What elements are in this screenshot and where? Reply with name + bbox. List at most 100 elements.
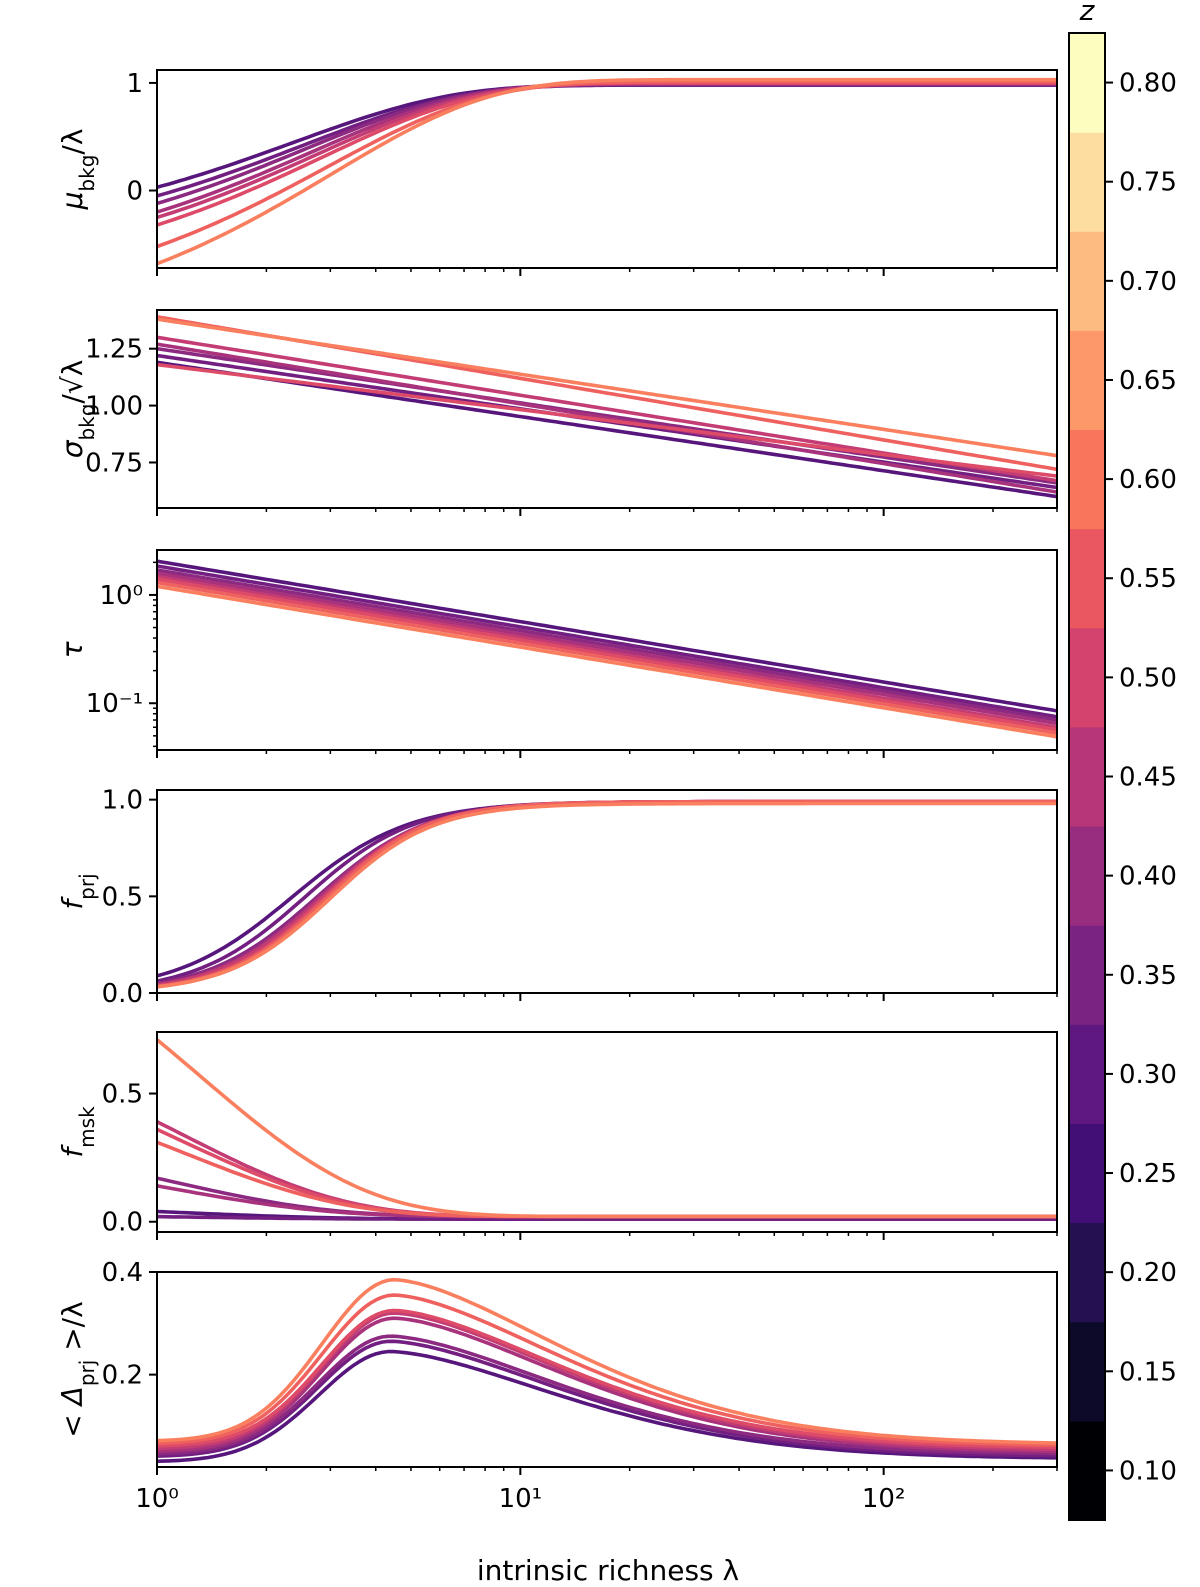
colorbar-tick-label: 0.60 [1119, 465, 1177, 495]
y-axis-label-delta_prj: < Δprj >/λ [56, 1301, 99, 1437]
series-line-z-0.525 [157, 577, 1057, 732]
series-group [157, 77, 1057, 266]
series-line-z-0.475 [157, 1120, 1057, 1219]
series-line-z-0.325 [157, 799, 1057, 983]
series-line-z-0.575 [157, 580, 1057, 735]
series-line-z-0.375 [157, 799, 1057, 986]
panel-frame [156, 69, 1058, 269]
series-line-z-0.475 [157, 799, 1057, 987]
label-main: μ [56, 192, 89, 211]
label-main: σ [56, 439, 89, 458]
series-line-z-0.325 [157, 564, 1057, 719]
series-line-z-0.625 [157, 1277, 1057, 1445]
colorbar-segment [1069, 925, 1105, 1025]
y-axis-label-sigma_bkg: σbkg/√λ [56, 360, 99, 459]
colorbar-segment [1069, 726, 1105, 827]
y-axis-label-mu_bkg: μbkg/λ [56, 129, 99, 211]
colorbar-segment [1069, 1420, 1105, 1521]
y-tick-label: 1.0 [102, 786, 143, 816]
series-line-z-0.525 [157, 799, 1057, 988]
panel-frame [156, 549, 1058, 751]
series-line-z-0.325 [157, 1214, 1057, 1221]
colorbar-segment [1069, 429, 1105, 530]
label-sub: msk [75, 1106, 99, 1148]
label-main: τ [56, 641, 89, 658]
colorbar-tick-label: 0.65 [1119, 366, 1177, 396]
series-line-z-0.625 [157, 77, 1057, 266]
series-group [157, 559, 1057, 739]
colorbar-segment [1069, 826, 1105, 926]
series-line-z-0.425 [157, 799, 1057, 987]
label-sub: prj [75, 873, 99, 899]
label-sub: bkg [75, 404, 99, 441]
panel-frame [156, 309, 1058, 509]
colorbar-segment [1069, 1024, 1105, 1124]
colorbar-tick-label: 0.10 [1119, 1456, 1177, 1486]
series-line-z-0.575 [157, 1293, 1057, 1447]
y-axis-label-f_msk: fmsk [56, 1106, 99, 1158]
x-tick-label: 10⁰ [135, 1484, 179, 1514]
panel-mu_bkg: 0 1 μbkg/λ [56, 69, 1058, 276]
y-tick-label: 0 [126, 177, 143, 207]
panels-layer: 01μbkg/λ0.751.001.25σbkg/√λ10⁰10⁻¹τ0.00.… [56, 69, 1058, 1514]
series-line-z-0.525 [157, 1308, 1057, 1450]
series-line-z-0.375 [157, 568, 1057, 722]
series-line-z-0.375 [157, 1334, 1057, 1456]
series-line-z-0.575 [157, 799, 1057, 989]
series-line-z-0.275 [157, 1349, 1057, 1464]
colorbar: 0.10 0.15 0.20 0.25 0.30 0.35 0.40 0.45 0.50 0.55… [1068, 0, 1177, 1521]
colorbar-tick-label: 0.75 [1119, 168, 1177, 198]
series-line-z-0.375 [157, 346, 1057, 485]
y-tick-label: 0.75 [85, 448, 143, 478]
y-tick-label: 0.4 [102, 1258, 143, 1288]
colorbar-segment [1069, 33, 1105, 133]
y-tick-label: 0.5 [102, 1080, 143, 1110]
colorbar-segment [1069, 1321, 1105, 1422]
colorbar-segment [1069, 528, 1105, 629]
series-line-z-0.275 [157, 559, 1057, 713]
series-line-z-0.625 [157, 317, 1057, 458]
panel-f_prj: 0.0 0.5 1.0 fprj [56, 786, 1058, 1009]
series-line-z-0.625 [157, 584, 1057, 739]
label-sub: prj [75, 1360, 99, 1386]
colorbar-segment [1069, 1222, 1105, 1323]
colorbar-tick-label: 0.70 [1119, 267, 1177, 297]
panel-frame [156, 1031, 1058, 1233]
series-line-z-0.475 [157, 574, 1057, 730]
series-line-z-0.425 [157, 571, 1057, 726]
series-group [157, 799, 1057, 989]
colorbar-tick-label: 0.30 [1119, 1060, 1177, 1090]
colorbar-segment [1069, 330, 1105, 431]
colorbar-segment [1069, 231, 1105, 331]
label-main: < Δ [56, 1386, 89, 1438]
y-tick-label: 0.0 [102, 1208, 143, 1238]
colorbar-segment [1069, 132, 1105, 232]
colorbar-tick-label: 0.15 [1119, 1357, 1177, 1387]
series-group [157, 1277, 1057, 1464]
series-line-z-0.275 [157, 799, 1057, 978]
series-line-z-0.425 [157, 342, 1057, 494]
y-tick-label: 1.00 [85, 392, 143, 422]
panel-tau: 10⁰ 10⁻¹ τ [56, 549, 1058, 758]
y-tick-label: 1 [126, 69, 143, 99]
series-group [157, 315, 1057, 499]
x-tick-label: 10² [862, 1484, 906, 1514]
colorbar-segment [1069, 1123, 1105, 1224]
colorbar-tick-label: 0.25 [1119, 1159, 1177, 1189]
colorbar-tick-label: 0.20 [1119, 1258, 1177, 1288]
colorbar-tick-label: 0.40 [1119, 862, 1177, 892]
colorbar-segment [1069, 627, 1105, 728]
colorbar-tick-label: 0.80 [1119, 69, 1177, 99]
colorbar-tick-label: 0.45 [1119, 763, 1177, 793]
y-axis-label-f_prj: fprj [56, 873, 99, 909]
y-tick-label: 10⁰ [99, 581, 143, 611]
label-sub: bkg [75, 155, 99, 192]
series-line-z-0.425 [157, 1316, 1057, 1454]
panel-frame [156, 1271, 1058, 1468]
panel-frame [156, 789, 1058, 994]
y-tick-label: 1.25 [85, 335, 143, 365]
y-tick-label: 0.2 [102, 1361, 143, 1391]
